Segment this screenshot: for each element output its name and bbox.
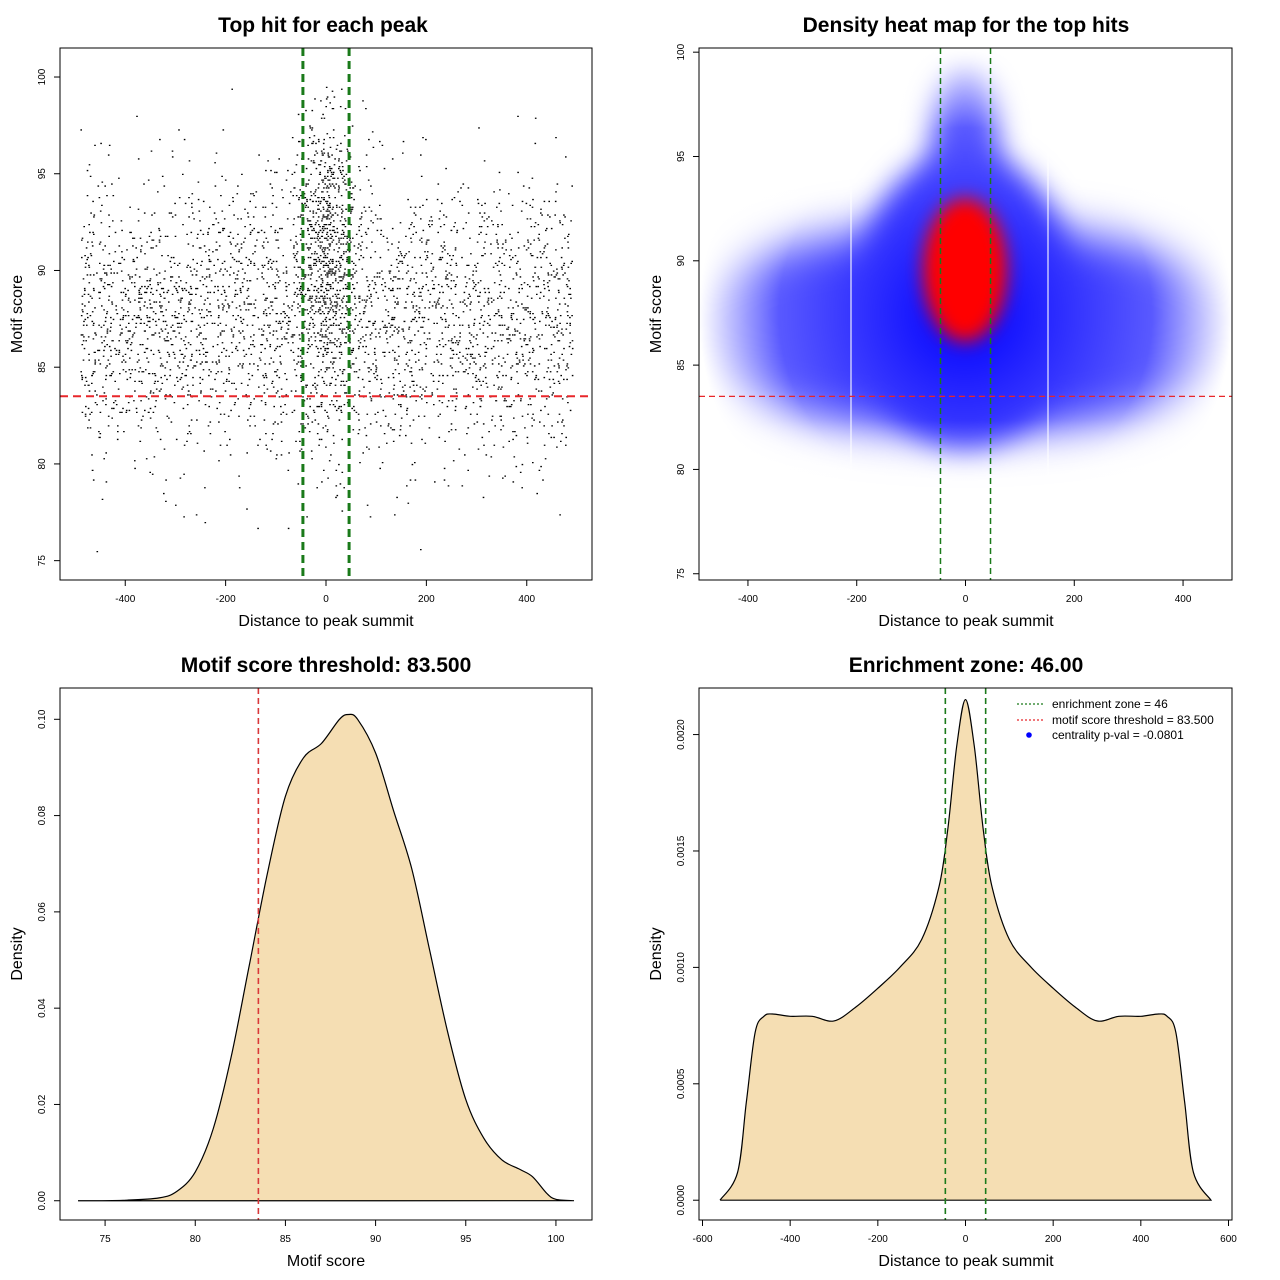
score-density-area — [78, 713, 575, 1202]
distance-density-area — [719, 698, 1213, 1201]
distance-density-y-tick-label: 0.0010 — [676, 952, 687, 983]
distance-density-x-tick-label: 400 — [1132, 1234, 1149, 1245]
scatter-title: Top hit for each peak — [218, 14, 428, 37]
distance-density-y-tick-label: 0.0005 — [676, 1068, 687, 1099]
heatmap-x-tick-label: 0 — [963, 594, 969, 605]
scatter-reference-lines — [60, 48, 592, 580]
heatmap-reference-lines — [699, 48, 1232, 580]
heatmap-x-tick-label: 200 — [1066, 594, 1083, 605]
distance-density-y-label: Density — [648, 927, 665, 980]
distance-density-reference-lines — [944, 688, 987, 1220]
legend-text-centrality: centrality p-val = -0.0801 — [1052, 728, 1184, 742]
scatter-y-tick-label: 85 — [37, 361, 48, 373]
score-density-panel: Motif score threshold: 83.500 75 80 85 90 95… — [9, 654, 593, 1270]
scatter-points — [80, 86, 574, 553]
distance-density-y-tick-label: 0.0000 — [676, 1184, 687, 1215]
distance-density-curve — [719, 698, 1213, 1201]
legend: enrichment zone = 46 motif score thresho… — [1017, 697, 1214, 742]
heatmap-x-axis: -400 -200 0 200 400 — [738, 579, 1192, 605]
distance-density-x-tick-label: -400 — [780, 1234, 800, 1245]
score-density-x-tick-label: 100 — [548, 1234, 565, 1245]
distance-density-y-tick-label: 0.0015 — [676, 835, 687, 866]
distance-density-x-label: Distance to peak summit — [878, 1253, 1054, 1270]
score-density-x-tick-label: 85 — [280, 1234, 292, 1245]
scatter-x-axis: -400 -200 0 200 400 — [115, 579, 536, 605]
score-density-x-axis: 75 80 85 90 95 100 — [100, 1219, 565, 1245]
scatter-y-tick-label: 75 — [37, 555, 48, 567]
scatter-x-tick-label: -400 — [115, 594, 135, 605]
heatmap-x-label: Distance to peak summit — [878, 613, 1054, 630]
score-density-x-tick-label: 75 — [100, 1234, 112, 1245]
distance-density-title: Enrichment zone: 46.00 — [849, 654, 1084, 677]
distance-density-fill — [720, 699, 1211, 1201]
scatter-x-tick-label: 200 — [418, 594, 435, 605]
heatmap-y-label: Motif score — [648, 275, 665, 353]
scatter-y-tick-label: 80 — [37, 458, 48, 470]
score-density-y-tick-label: 0.06 — [37, 902, 48, 922]
scatter-x-tick-label: 0 — [323, 594, 329, 605]
scatter-x-tick-label: -200 — [216, 594, 236, 605]
score-density-y-tick-label: 0.08 — [37, 805, 48, 825]
score-density-x-tick-label: 80 — [190, 1234, 202, 1245]
distance-density-x-tick-label: -200 — [868, 1234, 888, 1245]
heatmap-y-tick-label: 75 — [676, 568, 687, 580]
score-density-y-tick-label: 0.02 — [37, 1094, 48, 1114]
distance-density-y-axis: 0.0000 0.0005 0.0010 0.0015 0.0020 — [676, 719, 700, 1216]
score-density-x-label: Motif score — [287, 1253, 365, 1270]
distance-density-x-axis: -600 -400 -200 0 200 400 600 — [692, 1219, 1237, 1245]
distance-density-panel: Enrichment zone: 46.00 -600 -400 -200 0 200 4… — [648, 654, 1237, 1270]
score-density-y-tick-label: 0.10 — [37, 709, 48, 729]
score-density-y-label: Density — [9, 927, 26, 980]
scatter-y-label: Motif score — [9, 275, 26, 353]
heatmap-y-axis: 75 80 85 90 95 100 — [676, 43, 700, 580]
heatmap-density — [699, 48, 1232, 580]
heatmap-x-tick-label: -200 — [847, 594, 867, 605]
score-density-y-tick-label: 0.00 — [37, 1191, 48, 1211]
score-density-fill — [78, 714, 574, 1201]
heatmap-y-tick-label: 100 — [676, 43, 687, 60]
score-density-y-axis: 0.00 0.02 0.04 0.06 0.08 0.10 — [37, 709, 61, 1211]
score-density-x-tick-label: 95 — [460, 1234, 472, 1245]
scatter-y-tick-label: 90 — [37, 264, 48, 276]
heatmap-y-tick-label: 90 — [676, 255, 687, 267]
distance-density-x-tick-label: 600 — [1220, 1234, 1237, 1245]
heatmap-y-tick-label: 80 — [676, 463, 687, 475]
heatmap-title: Density heat map for the top hits — [803, 14, 1130, 37]
heatmap-x-tick-label: -400 — [738, 594, 758, 605]
scatter-x-label: Distance to peak summit — [238, 613, 414, 630]
scatter-y-tick-label: 100 — [37, 68, 48, 85]
score-density-x-tick-label: 90 — [370, 1234, 382, 1245]
heatmap-x-tick-label: 400 — [1175, 594, 1192, 605]
score-density-title: Motif score threshold: 83.500 — [181, 654, 472, 677]
score-density-curve — [78, 713, 575, 1202]
distance-density-x-tick-label: -600 — [692, 1234, 712, 1245]
score-density-y-tick-label: 0.04 — [37, 998, 48, 1018]
heatmap-y-tick-label: 95 — [676, 150, 687, 162]
heatmap-panel: Density heat map for the top hits -400 -2… — [648, 14, 1233, 630]
distance-density-x-tick-label: 200 — [1045, 1234, 1062, 1245]
scatter-x-tick-label: 400 — [518, 594, 535, 605]
scatter-point-cloud — [80, 86, 574, 553]
heatmap-y-tick-label: 85 — [676, 359, 687, 371]
distance-density-y-tick-label: 0.0020 — [676, 719, 687, 750]
scatter-y-axis: 75 80 85 90 95 100 — [37, 68, 61, 567]
scatter-panel: Top hit for each peak -400 -200 0 200 400 75… — [9, 14, 593, 630]
distance-density-x-tick-label: 0 — [963, 1234, 969, 1245]
scatter-y-tick-label: 95 — [37, 168, 48, 180]
legend-text-threshold: motif score threshold = 83.500 — [1052, 713, 1214, 727]
legend-point-centrality — [1026, 732, 1032, 738]
legend-text-enrichment: enrichment zone = 46 — [1052, 697, 1168, 711]
